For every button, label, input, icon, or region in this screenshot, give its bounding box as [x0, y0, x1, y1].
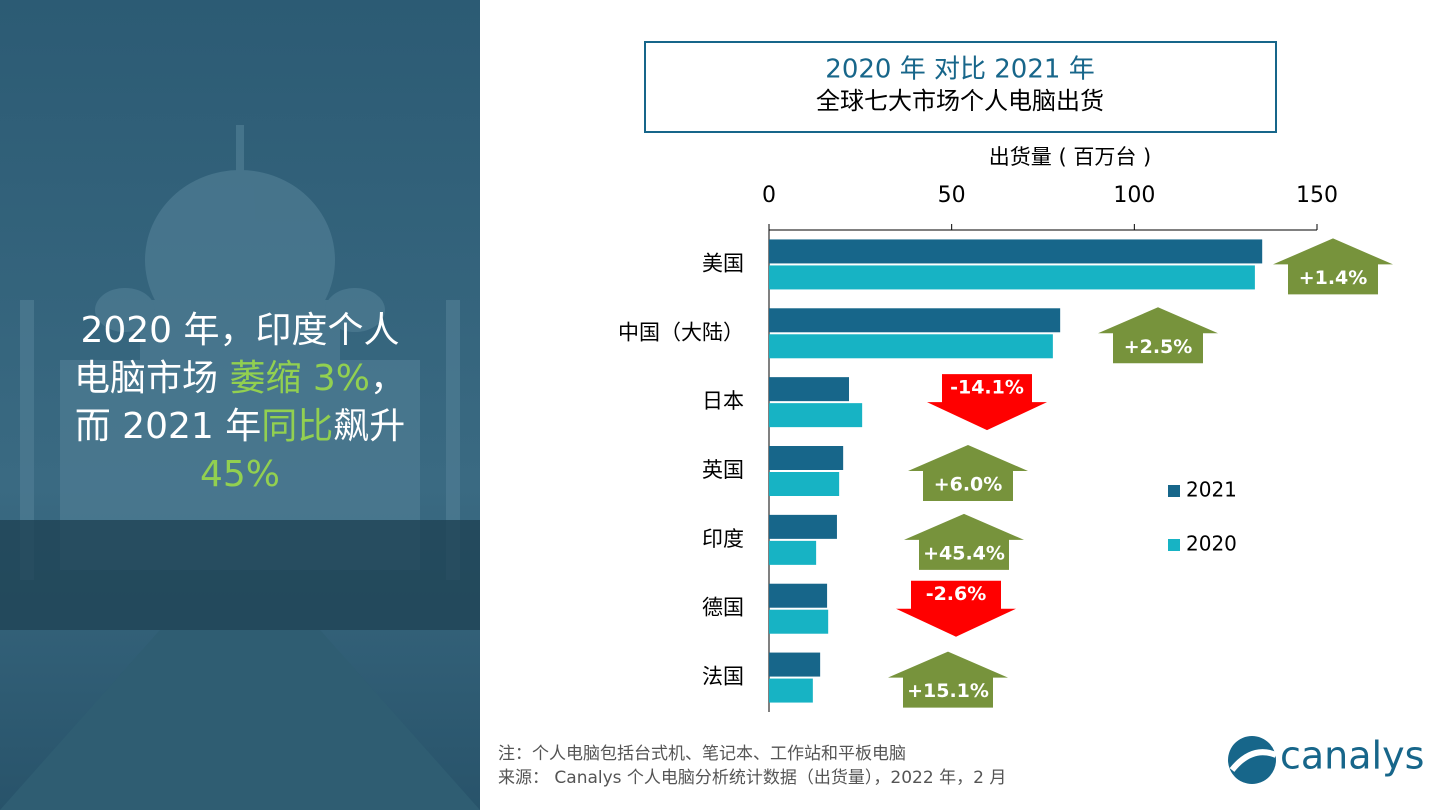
- change-label: +45.4%: [923, 542, 1005, 564]
- y-tick-label: 中国（大陆）: [618, 320, 744, 344]
- x-tick-label: 100: [1113, 183, 1155, 208]
- headline-segment: ，: [370, 358, 406, 399]
- x-tick-label: 0: [762, 183, 776, 208]
- change-label: -2.6%: [926, 583, 987, 605]
- change-label: +1.4%: [1299, 267, 1368, 289]
- bar: [769, 472, 840, 496]
- change-arrow: [1273, 238, 1393, 295]
- footnote-note: 注：个人电脑包括台式机、笔记本、工作站和平板电脑: [498, 744, 906, 764]
- change-arrow: [888, 651, 1008, 708]
- bar: [769, 609, 829, 634]
- legend-swatch: [1168, 539, 1180, 551]
- bar: [769, 265, 1255, 290]
- bar: [769, 678, 813, 703]
- bar: [769, 446, 844, 470]
- trees: [0, 520, 480, 630]
- change-label: -14.1%: [950, 377, 1024, 399]
- bar: [769, 583, 828, 608]
- headline-line: 而 2021 年同比飙升: [75, 406, 406, 447]
- headline-line: 45%: [200, 454, 280, 495]
- bar: [769, 377, 850, 402]
- headline-segment: 萎缩 3%: [229, 358, 370, 399]
- y-tick-label: 德国: [702, 596, 744, 620]
- headline-segment: 电脑市场: [74, 358, 229, 399]
- x-axis-label: 出货量 ( 百万台 ): [989, 145, 1151, 169]
- bar: [769, 308, 1061, 333]
- y-tick-label: 美国: [702, 251, 744, 275]
- legend-swatch: [1168, 485, 1180, 497]
- headline-segment: 45%: [200, 454, 280, 495]
- legend-label: 2020: [1186, 532, 1237, 556]
- legend-label: 2021: [1186, 478, 1237, 502]
- x-tick-label: 50: [938, 183, 966, 208]
- bar: [769, 540, 817, 565]
- headline-line: 2020 年，印度个人: [80, 310, 399, 351]
- change-arrow: [896, 580, 1016, 637]
- change-arrow: [908, 445, 1028, 501]
- y-tick-label: 英国: [702, 458, 744, 482]
- chart-subtitle: 全球七大市场个人电脑出货: [816, 87, 1104, 115]
- change-label: +6.0%: [934, 474, 1003, 496]
- change-arrow: [904, 513, 1024, 570]
- logo-mark: [1228, 736, 1276, 784]
- y-tick-label: 法国: [702, 665, 744, 689]
- headline-segment: 而 2021 年: [75, 406, 262, 447]
- title-box: [644, 41, 1277, 133]
- bar: [769, 514, 837, 539]
- change-label: +15.1%: [907, 680, 989, 702]
- headline-segment: 2020 年，印度个人: [80, 310, 399, 351]
- chart-title: 2020 年 对比 2021 年: [825, 55, 1094, 85]
- y-tick-label: 日本: [702, 389, 744, 413]
- y-tick-label: 印度: [702, 527, 744, 551]
- x-tick-label: 150: [1296, 183, 1338, 208]
- logo-swoosh: [1229, 749, 1278, 772]
- change-label: +2.5%: [1124, 336, 1193, 358]
- bar: [769, 403, 863, 428]
- change-arrow: [927, 374, 1047, 431]
- footnote-source: 来源： Canalys 个人电脑分析统计数据（出货量），2022 年，2 月: [498, 768, 1006, 788]
- bar: [769, 239, 1263, 264]
- bar: [769, 652, 821, 677]
- logo: canalys: [1228, 734, 1424, 784]
- headline-line: 电脑市场 萎缩 3%，: [74, 358, 406, 399]
- change-arrow: [1098, 307, 1218, 364]
- logo-text: canalys: [1280, 734, 1424, 778]
- reflecting-pool: [0, 630, 480, 810]
- bar: [769, 334, 1053, 359]
- headline-segment: 同比: [261, 406, 333, 447]
- headline-segment: 飙升: [333, 406, 405, 447]
